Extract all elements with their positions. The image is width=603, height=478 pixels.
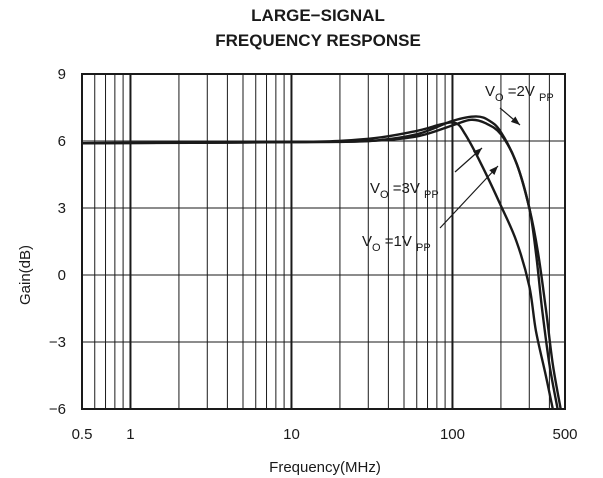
svg-text:VO =2V PP: VO =2V PP [485, 83, 554, 104]
series-annotation-3: VO =1V PP [362, 165, 499, 254]
series-line-3 [81, 118, 562, 410]
y-tick-label: 6 [58, 133, 66, 150]
series-annotation-1: VO =2V PP [485, 83, 554, 126]
x-tick-label: 500 [552, 426, 577, 443]
y-axis-label: Gain(dB) [17, 245, 34, 305]
chart-title-line-1: LARGE−SIGNAL [251, 6, 385, 25]
x-axis-ticks: 0.5 1 10 100 500 [72, 426, 578, 443]
y-tick-label: 3 [58, 200, 66, 217]
y-axis-ticks: 9 6 3 0 −3 −6 [49, 66, 66, 418]
grid [82, 74, 565, 409]
x-tick-label: 1 [126, 426, 134, 443]
x-tick-label: 100 [440, 426, 465, 443]
plot-area [81, 73, 566, 410]
chart-title-line-2: FREQUENCY RESPONSE [215, 31, 421, 50]
annotation-arrowhead [472, 148, 482, 157]
series-annotation-2: VO =3V PP [370, 147, 483, 201]
annotation-arrowhead [510, 116, 520, 125]
y-tick-label: 9 [58, 66, 66, 83]
chart-title: LARGE−SIGNAL FREQUENCY RESPONSE [215, 6, 421, 50]
svg-text:VO =3V PP: VO =3V PP [370, 180, 439, 201]
annotation-arrowhead [489, 166, 498, 175]
x-axis-label: Frequency(MHz) [269, 459, 381, 476]
series-line-2 [81, 115, 559, 410]
annotation-leader-line [439, 165, 499, 229]
series-line-1 [81, 121, 554, 410]
y-tick-label: −6 [49, 401, 66, 418]
x-tick-label: 10 [283, 426, 300, 443]
y-tick-label: 0 [58, 267, 66, 284]
series-lines [81, 115, 562, 410]
svg-text:VO =1V PP: VO =1V PP [362, 233, 431, 254]
series-annotations: VO =2V PP VO =3V PP VO =1V PP [362, 83, 554, 254]
y-tick-label: −3 [49, 334, 66, 351]
x-tick-label: 0.5 [72, 426, 93, 443]
